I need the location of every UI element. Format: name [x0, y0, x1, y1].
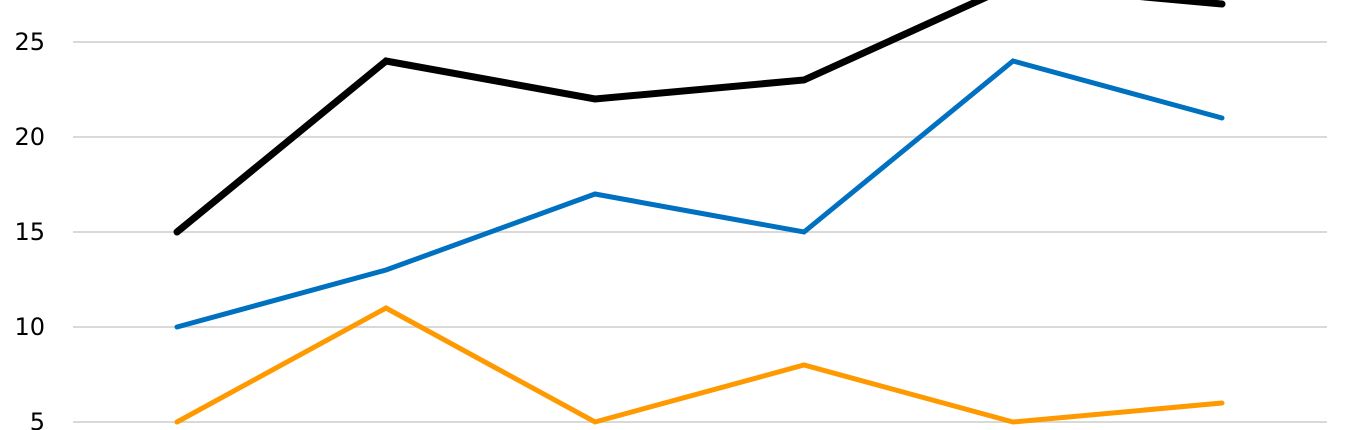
- y-tick-label: 5: [30, 408, 45, 430]
- gridlines: [73, 41, 1327, 423]
- y-tick-label: 20: [14, 123, 45, 151]
- y-tick-label: 10: [14, 313, 45, 341]
- series-line-2: [174, 58, 1225, 330]
- series-lines: [173, 0, 1226, 425]
- y-tick-label: 25: [14, 28, 45, 56]
- y-axis: 5 10 15 20 25: [14, 28, 45, 430]
- y-tick-label: 15: [14, 218, 45, 246]
- series-line-1: [173, 0, 1226, 236]
- series-line-3: [174, 305, 1225, 425]
